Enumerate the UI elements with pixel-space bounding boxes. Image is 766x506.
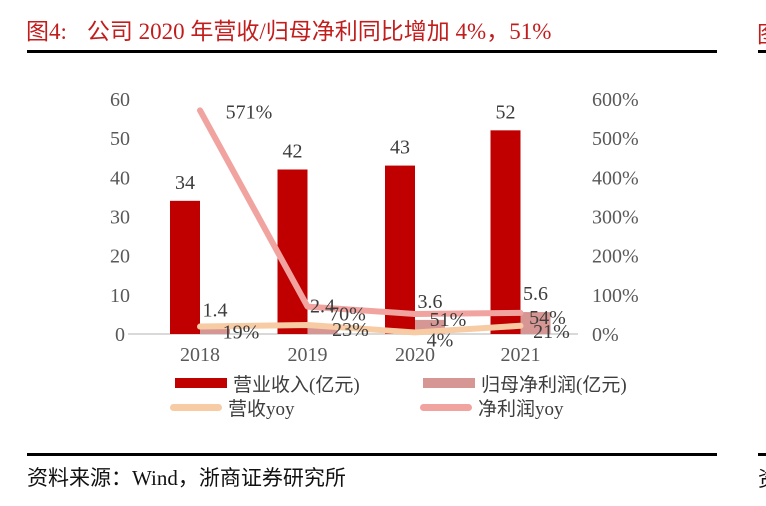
right-axis-tick-label: 300% <box>592 207 639 229</box>
left-axis-tick-label: 10 <box>110 285 130 307</box>
left-axis-tick-label: 20 <box>110 246 130 268</box>
x-axis-tick-label: 2018 <box>180 344 220 366</box>
legend-label-revenue: 营业收入(亿元) <box>233 374 360 396</box>
line-value-label: 54% <box>529 307 566 329</box>
bar-value-label: 43 <box>390 137 410 159</box>
bar-value-label: 34 <box>175 172 195 194</box>
right-axis-tick-label: 500% <box>592 128 639 150</box>
left-axis-tick-label: 0 <box>115 324 125 346</box>
x-axis-tick-label: 2021 <box>501 344 541 366</box>
bar-value-label: 2.4 <box>310 296 335 318</box>
legend-label-revenue-yoy: 营收yoy <box>228 398 295 420</box>
line-value-label: 571% <box>226 101 273 123</box>
right-axis-tick-label: 400% <box>592 167 639 189</box>
legend-item-net-profit: 归母净利润(亿元) <box>423 373 627 396</box>
revenue-bar-2021 <box>490 130 521 334</box>
legend-item-net-profit-yoy: 净利润yoy <box>420 397 564 420</box>
bar-value-label: 5.6 <box>523 283 548 305</box>
figure-number-label: 图4: <box>26 19 67 44</box>
data-source-text: 资料来源：Wind，浙商证券研究所 <box>27 466 346 490</box>
figure-title-text: 公司 2020 年营收/归母净利同比增加 4%，51% <box>86 19 552 44</box>
bar-value-label: 52 <box>496 101 516 123</box>
line-value-label: 23% <box>332 319 369 341</box>
adjacent-figure-top-rule-fragment <box>758 50 766 53</box>
bar-value-label: 1.4 <box>203 300 228 322</box>
revenue-yoy-line <box>197 321 524 336</box>
bar-value-label: 3.6 <box>418 291 443 313</box>
line-value-label: 51% <box>430 309 467 331</box>
line-value-label: 21% <box>533 321 570 343</box>
figure-title: 图4: 公司 2020 年营收/归母净利同比增加 4%，51% <box>26 12 726 46</box>
legend-marker-net-profit-bar <box>423 378 475 388</box>
line-value-label: 70% <box>329 304 366 326</box>
net-profit-yoy-line <box>197 107 524 318</box>
bar-value-label: 42 <box>283 141 303 163</box>
right-axis-tick-label: 0% <box>592 324 619 346</box>
bottom-divider-rule <box>27 453 717 456</box>
net-profit-bar-2019 <box>307 324 338 334</box>
legend-item-revenue-yoy: 营收yoy <box>170 397 295 420</box>
adjacent-figure-title-fragment: 图 <box>757 15 766 45</box>
revenue-bar-2019 <box>277 169 308 334</box>
x-axis-tick-label: 2020 <box>395 344 435 366</box>
revenue-bar-2018 <box>170 200 200 334</box>
top-divider-rule <box>27 50 717 53</box>
left-axis-tick-label: 40 <box>110 167 130 189</box>
revenue-bar-2020 <box>385 165 415 334</box>
right-axis-tick-label: 600% <box>592 89 639 111</box>
legend-item-revenue: 营业收入(亿元) <box>175 373 360 396</box>
legend-label-net-profit: 归母净利润(亿元) <box>481 374 627 396</box>
left-axis-tick-label: 60 <box>110 89 130 111</box>
right-axis-tick-label: 200% <box>592 246 639 268</box>
net-profit-bar-2021 <box>520 312 551 334</box>
adjacent-figure-bottom-rule-fragment <box>758 453 766 456</box>
line-value-label: 4% <box>427 329 454 351</box>
legend-label-net-profit-yoy: 净利润yoy <box>478 398 564 420</box>
legend-marker-revenue-bar <box>175 378 227 388</box>
left-axis-tick-label: 30 <box>110 207 130 229</box>
legend-marker-net-profit-yoy-line <box>420 403 472 411</box>
left-axis-tick-label: 50 <box>110 128 130 150</box>
legend-marker-revenue-yoy-line <box>170 403 222 411</box>
net-profit-bar-2018 <box>200 328 230 334</box>
line-value-label: 19% <box>223 322 260 344</box>
right-axis-tick-label: 100% <box>592 285 639 307</box>
x-axis-tick-label: 2019 <box>288 344 328 366</box>
adjacent-figure-source-fragment: 资 <box>758 463 766 489</box>
